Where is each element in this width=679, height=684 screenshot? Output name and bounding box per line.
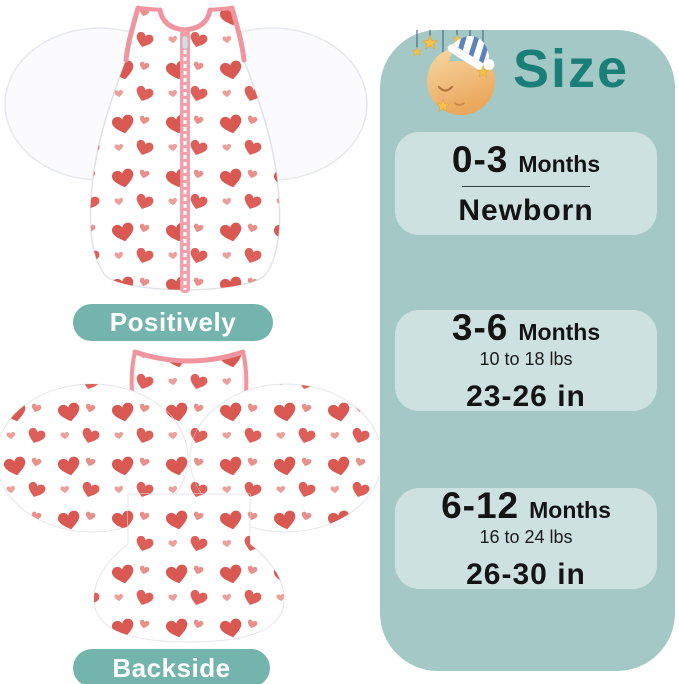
right-armhole-trim bbox=[229, 5, 247, 63]
size-value: 23-26 in bbox=[466, 379, 586, 413]
size-panel: Size 0-3 Months Newborn 3-6 Months 10 to… bbox=[380, 30, 675, 671]
card-divider bbox=[462, 186, 590, 187]
age-unit: Months bbox=[529, 497, 611, 524]
age-range: 6-12 bbox=[441, 485, 520, 527]
back-bottom-pouch bbox=[93, 493, 285, 643]
neck-trim bbox=[157, 7, 213, 33]
front-label-text: Positively bbox=[109, 307, 237, 337]
age-unit: Months bbox=[518, 319, 601, 346]
front-sack-body bbox=[89, 5, 281, 293]
size-card-3-6-months: 3-6 Months 10 to 18 lbs 23-26 in bbox=[395, 307, 657, 413]
age-unit: Months bbox=[518, 151, 601, 177]
weight-range: 16 to 24 lbs bbox=[479, 527, 573, 548]
left-armhole-trim bbox=[123, 5, 141, 63]
size-card-0-3-months: 0-3 Months Newborn bbox=[395, 132, 657, 235]
zipper bbox=[180, 30, 190, 293]
crescent-moon bbox=[427, 30, 496, 115]
size-card-6-12-months: 6-12 Months 16 to 24 lbs 26-30 in bbox=[395, 485, 657, 591]
weight-range: 10 to 18 lbs bbox=[479, 349, 573, 370]
age-range: 3-6 bbox=[451, 307, 509, 349]
back-label-text: Backside bbox=[112, 652, 231, 683]
size-value: Newborn bbox=[458, 194, 594, 227]
sleeping-moon-stars-icon bbox=[412, 30, 496, 115]
front-label-pill: Positively bbox=[73, 304, 273, 341]
back-label-pill: Backside bbox=[73, 649, 270, 684]
age-range: 0-3 bbox=[451, 139, 509, 180]
size-value: 26-30 in bbox=[466, 557, 586, 591]
swaddle-front-image bbox=[4, 5, 368, 293]
back-neck-trim bbox=[132, 349, 246, 364]
panel-title: Size bbox=[512, 39, 630, 99]
swaddle-back-image bbox=[0, 349, 379, 643]
